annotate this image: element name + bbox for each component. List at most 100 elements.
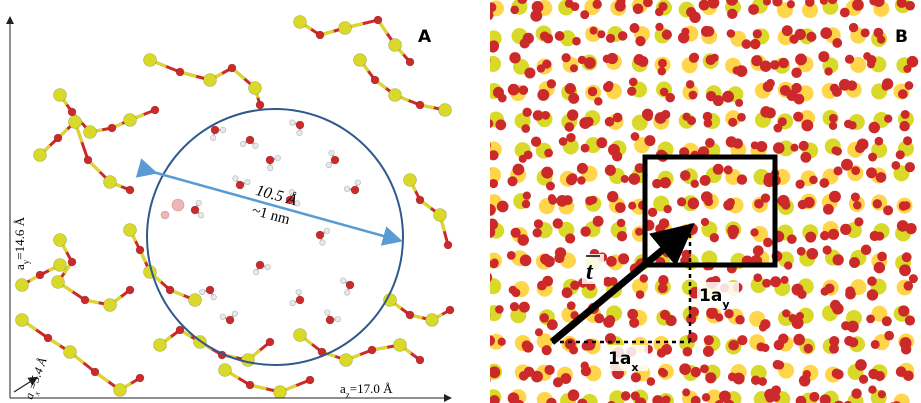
lattice-oxygen (568, 173, 578, 183)
lattice-oxygen (787, 234, 797, 244)
lattice-oxygen (823, 204, 834, 215)
lattice-oxygen (618, 253, 629, 264)
water-hydrogen (210, 135, 216, 141)
lattice-oxygen (868, 386, 876, 394)
lattice-oxygen (701, 218, 709, 226)
oxygen-atom (374, 16, 382, 24)
lattice-oxygen (534, 219, 543, 228)
lattice-oxygen (617, 231, 627, 241)
lattice-oxygen (508, 84, 520, 96)
lattice-oxygen (773, 142, 785, 154)
lattice-oxygen (687, 116, 696, 125)
water-hydrogen (240, 141, 246, 147)
water-oxygen (296, 121, 304, 129)
lattice-oxygen (627, 87, 636, 96)
lattice-oxygen (644, 113, 652, 121)
water-hydrogen (297, 130, 303, 136)
lattice-oxygen (567, 109, 578, 120)
panel-a: 10.5 Å ~1 nm A ay=14.6 Å az=17.0 Å ax=5.… (0, 0, 455, 403)
lattice-oxygen (660, 88, 669, 97)
lattice-oxygen (556, 195, 568, 207)
lattice-oxygen (547, 319, 558, 330)
lattice-oxygen (853, 201, 862, 210)
lattice-oxygen (782, 25, 793, 36)
lattice-oxygen (521, 124, 530, 133)
lattice-oxygen (513, 164, 525, 176)
lattice-oxygen (754, 199, 764, 209)
lattice-oxygen (543, 256, 554, 267)
oxygen-atom (228, 64, 236, 72)
lattice-oxygen (724, 165, 733, 174)
silicon-atom (389, 89, 402, 102)
lattice-oxygen (630, 23, 640, 33)
oxygen-atom (81, 296, 89, 304)
silicon-atom (52, 276, 65, 289)
oxygen-atom (406, 58, 414, 66)
lattice-oxygen (553, 218, 563, 228)
lattice-oxygen (867, 60, 875, 68)
lattice-oxygen (520, 255, 532, 267)
lattice-oxygen (519, 302, 530, 313)
lattice-oxygen (866, 167, 877, 178)
lattice-oxygen (793, 112, 803, 122)
silicon-atom (219, 364, 232, 377)
lattice-oxygen (905, 315, 915, 325)
lattice-oxygen (829, 191, 841, 203)
lattice-oxygen (722, 91, 734, 103)
lattice-oxygen (797, 290, 806, 299)
lattice-oxygen (728, 340, 739, 351)
lattice-oxygen (565, 233, 575, 243)
bond-network (22, 20, 450, 392)
lattice-oxygen (854, 217, 863, 226)
panel-label-b: B (895, 27, 908, 47)
lattice-oxygen (848, 121, 856, 129)
water-hydrogen (253, 143, 259, 149)
silicon-atom (274, 386, 287, 399)
lattice-oxygen (706, 55, 716, 65)
lattice-oxygen (771, 385, 781, 395)
silicon-atom (84, 126, 97, 139)
lattice-oxygen (753, 273, 762, 282)
axis-x-label: ax=5.4 Å (22, 355, 53, 402)
silicon-atom (124, 224, 137, 237)
water-hydrogen (220, 314, 226, 320)
water-oxygen (211, 126, 219, 134)
water-hydrogen (265, 264, 271, 270)
lattice-oxygen (710, 233, 719, 242)
lattice-oxygen (519, 155, 527, 163)
lattice-oxygen (580, 10, 589, 19)
lattice-oxygen (899, 264, 911, 276)
lattice-oxygen (824, 67, 832, 75)
lattice-oxygen (859, 375, 868, 384)
lattice-oxygen (750, 39, 760, 49)
lattice-oxygen (778, 58, 789, 69)
silicon-atom (16, 314, 29, 327)
lattice-oxygen (855, 359, 867, 371)
lattice-oxygen (588, 87, 598, 97)
lattice-oxygen (896, 150, 905, 159)
lattice-oxygen (737, 113, 746, 122)
lattice-oxygen (867, 289, 878, 300)
lattice-oxygen (809, 392, 819, 402)
lattice-oxygen (581, 361, 589, 369)
lattice-oxygen (691, 367, 701, 377)
lattice-oxygen (784, 261, 792, 269)
lattice-oxygen (809, 176, 818, 185)
water-oxygen (256, 261, 264, 269)
lattice-oxygen (606, 256, 617, 267)
water-hydrogen (211, 294, 217, 300)
lattice-oxygen (781, 200, 790, 209)
lattice-oxygen (704, 119, 713, 128)
lattice-oxygen (905, 1, 915, 11)
lattice-oxygen (735, 315, 745, 325)
lattice-oxygen (606, 34, 615, 43)
panel-b: t 1ax 1ay B (490, 0, 921, 403)
lattice-oxygen (572, 37, 581, 46)
lattice-oxygen (795, 54, 807, 66)
lattice-oxygen (661, 344, 672, 355)
water-hydrogen (199, 289, 205, 295)
lattice-oxygen (719, 391, 731, 403)
oxygen-atom (416, 196, 424, 204)
lattice-oxygen (901, 110, 910, 119)
oxygen-atom (108, 124, 116, 132)
